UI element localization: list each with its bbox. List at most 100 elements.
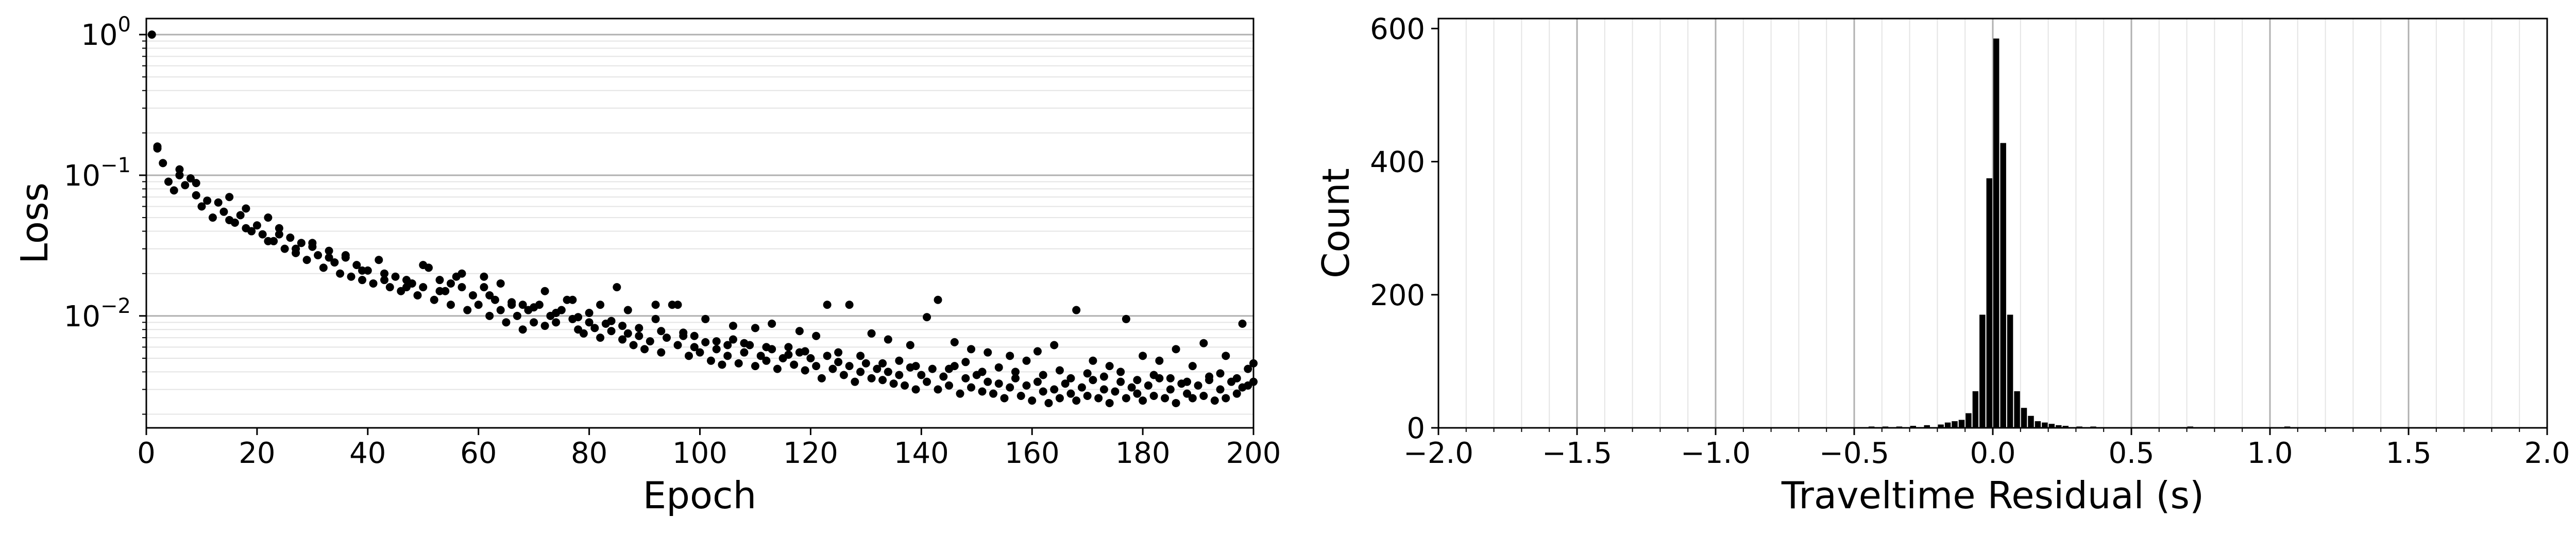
loss-point [623, 306, 632, 314]
loss-point [867, 329, 876, 338]
loss-point [468, 291, 477, 299]
histogram-bar [1938, 424, 1944, 428]
loss-point [911, 362, 920, 371]
loss-point [1216, 369, 1225, 378]
loss-point [258, 230, 267, 239]
loss-point [242, 224, 250, 232]
loss-point [939, 372, 948, 381]
loss-point [1066, 374, 1075, 382]
loss-point [1105, 398, 1114, 407]
histogram-bar [1979, 314, 1986, 428]
loss-point [756, 352, 765, 360]
loss-point [1077, 383, 1086, 392]
loss-point [823, 352, 832, 360]
loss-point [225, 193, 234, 202]
loss-point [1011, 374, 1020, 382]
loss-point [734, 359, 743, 368]
histogram-bar [2028, 415, 2034, 428]
loss-point [225, 215, 234, 224]
loss-point [568, 295, 577, 304]
loss-point [801, 347, 809, 356]
histogram-bar [1972, 391, 1979, 428]
loss-point [673, 301, 682, 309]
loss-point [552, 318, 561, 327]
loss-point [1011, 368, 1020, 376]
histogram-x-tick-label: 0.5 [2108, 437, 2154, 470]
histogram-x-axis-label: Traveltime Residual (s) [1781, 474, 2204, 517]
loss-point [474, 301, 483, 309]
loss-point [1016, 391, 1025, 400]
loss-point [325, 253, 333, 262]
loss-point [1199, 339, 1208, 347]
histogram-x-tick-label: −0.5 [1819, 437, 1889, 470]
loss-point [1199, 391, 1208, 400]
loss-point [812, 362, 821, 371]
loss-point [197, 202, 206, 211]
loss-point [325, 246, 333, 255]
loss-point [867, 374, 876, 382]
histogram-bar [1952, 421, 1958, 428]
loss-point [701, 338, 710, 346]
loss-point [175, 165, 184, 174]
loss-point [391, 272, 400, 281]
loss-point [1139, 352, 1147, 360]
loss-point [280, 244, 289, 253]
loss-point [685, 352, 693, 360]
loss-point [712, 345, 721, 354]
loss-point [430, 295, 438, 304]
loss-point [1094, 394, 1103, 403]
histogram-x-tick-label: −1.5 [1542, 437, 1612, 470]
loss-x-tick-label: 20 [239, 437, 275, 470]
loss-point [651, 314, 660, 323]
loss-point [596, 301, 605, 309]
histogram-x-tick-label: 0.0 [1970, 437, 2015, 470]
loss-point [1105, 362, 1114, 371]
loss-point [640, 345, 649, 354]
loss-point [801, 366, 809, 375]
loss-point [1222, 352, 1230, 360]
loss-point [701, 314, 710, 323]
loss-point [984, 348, 992, 357]
loss-point [574, 313, 583, 322]
loss-point [596, 334, 605, 342]
loss-point [1066, 389, 1075, 398]
loss-point [385, 283, 394, 292]
loss-point [1116, 368, 1125, 376]
loss-point [1188, 362, 1197, 371]
loss-point [380, 269, 389, 278]
loss-point [878, 376, 887, 385]
loss-point [901, 381, 909, 390]
loss-point [1188, 394, 1197, 403]
loss-x-tick-label: 40 [349, 437, 386, 470]
histogram-y-tick-label: 400 [1370, 146, 1425, 179]
loss-point [834, 348, 843, 357]
loss-point [978, 368, 987, 376]
histogram-bar [1965, 413, 1972, 428]
loss-point [164, 177, 173, 186]
loss-point [1144, 381, 1153, 390]
loss-point [585, 318, 594, 327]
loss-point [159, 159, 167, 168]
loss-point [884, 368, 892, 376]
loss-point [181, 181, 190, 190]
loss-x-tick-label: 0 [137, 437, 156, 470]
loss-point [934, 385, 942, 394]
loss-point [518, 325, 527, 334]
loss-point [1044, 398, 1053, 407]
loss-point [762, 356, 771, 365]
loss-point [1099, 372, 1108, 381]
loss-chart: 0 20 40 60 80 100 120 140 160 180 200 100 10−1 10−2 E… [13, 13, 1281, 517]
loss-point [480, 283, 488, 292]
loss-point [651, 301, 660, 309]
loss-point [375, 256, 383, 264]
loss-point [1155, 356, 1164, 365]
loss-point [945, 364, 954, 373]
loss-point [861, 359, 870, 368]
loss-point [646, 337, 654, 346]
loss-point [590, 324, 599, 332]
loss-point [402, 283, 411, 292]
loss-x-tick-label: 60 [460, 437, 497, 470]
loss-point [790, 360, 799, 369]
loss-point [1149, 391, 1158, 400]
loss-point [275, 224, 283, 232]
